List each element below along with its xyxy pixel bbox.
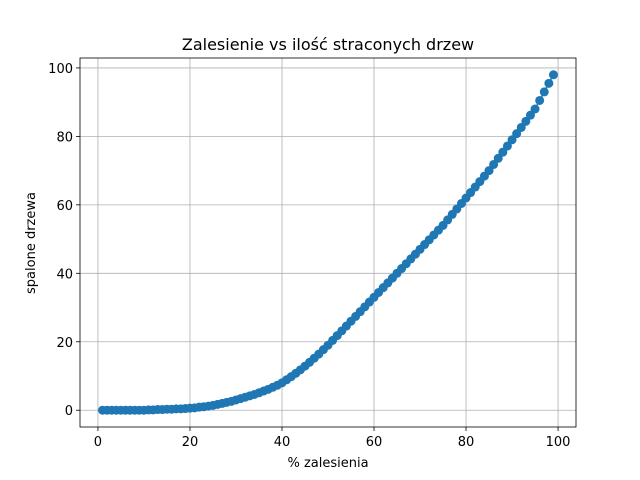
y-tick-label: 0 — [65, 404, 73, 419]
data-point — [530, 104, 540, 114]
data-point — [484, 166, 494, 176]
x-tick-label: 20 — [182, 435, 199, 450]
chart-title: Zalesienie vs ilość straconych drzew — [182, 35, 474, 54]
data-point — [516, 122, 526, 132]
data-point — [512, 129, 522, 139]
data-point — [521, 116, 531, 126]
data-point — [544, 78, 554, 88]
y-tick-label: 60 — [56, 199, 73, 214]
x-tick-label: 80 — [458, 435, 475, 450]
data-point — [493, 153, 503, 163]
data-point — [502, 141, 512, 151]
plot-frame — [79, 57, 577, 428]
data-point — [539, 87, 549, 97]
data-point — [548, 70, 558, 80]
data-point — [525, 110, 535, 120]
data-point — [535, 95, 545, 105]
x-tick-label: 0 — [94, 435, 102, 450]
x-tick-label: 40 — [274, 435, 291, 450]
y-tick-label: 80 — [56, 130, 73, 145]
data-point — [507, 135, 517, 145]
data-point — [489, 159, 499, 169]
y-axis-label: spalone drzewa — [24, 192, 39, 294]
y-tick-label: 20 — [56, 336, 73, 351]
x-tick-label: 60 — [366, 435, 383, 450]
y-tick-label: 40 — [56, 267, 73, 282]
x-tick-label: 100 — [546, 435, 571, 450]
data-point — [498, 147, 508, 157]
x-axis-label: % zalesienia — [287, 456, 368, 471]
y-tick-label: 100 — [48, 62, 73, 77]
